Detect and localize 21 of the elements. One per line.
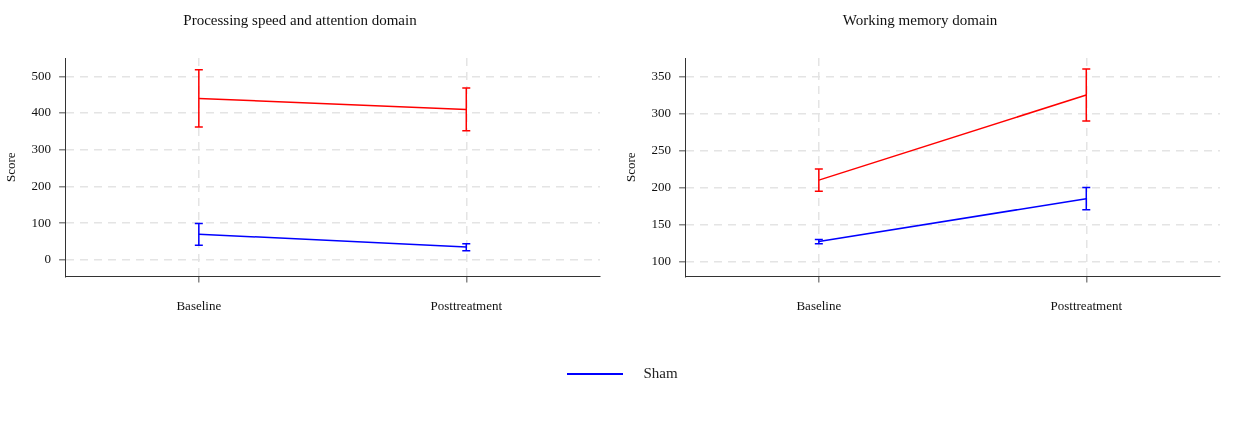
- y-tick-label: 250: [651, 141, 672, 157]
- y-tick-label: 200: [31, 177, 52, 193]
- y-axis-title: Score: [3, 152, 19, 182]
- x-tick-label: Posttreatment: [1050, 297, 1123, 313]
- y-tick-label: 300: [651, 104, 672, 120]
- chart-title: Processing speed and attention domain: [183, 11, 418, 28]
- y-tick-label: 400: [31, 104, 52, 120]
- y-tick-label: 100: [31, 214, 52, 230]
- chart-title: Working memory domain: [842, 11, 998, 28]
- x-tick-label: Baseline: [796, 297, 842, 313]
- y-tick-label: 200: [651, 178, 672, 194]
- y-tick-label: 300: [31, 141, 52, 157]
- y-tick-label: 500: [31, 67, 52, 83]
- y-tick-label: 350: [651, 67, 672, 83]
- legend-label: Sham: [643, 365, 678, 382]
- x-tick-label: Baseline: [176, 297, 222, 313]
- x-tick-label: Posttreatment: [430, 297, 503, 313]
- y-axis-title: Score: [623, 152, 639, 182]
- y-tick-label: 100: [651, 253, 672, 269]
- y-tick-label: 0: [44, 251, 52, 267]
- y-tick-label: 150: [651, 216, 672, 231]
